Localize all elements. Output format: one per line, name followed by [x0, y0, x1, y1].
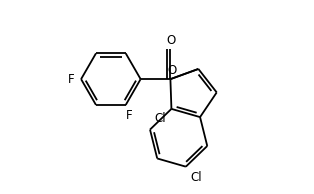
Text: Cl: Cl — [190, 171, 202, 184]
Text: F: F — [68, 73, 74, 86]
Text: O: O — [167, 64, 176, 77]
Text: O: O — [167, 34, 176, 47]
Text: F: F — [126, 109, 133, 122]
Text: Cl: Cl — [154, 112, 166, 125]
